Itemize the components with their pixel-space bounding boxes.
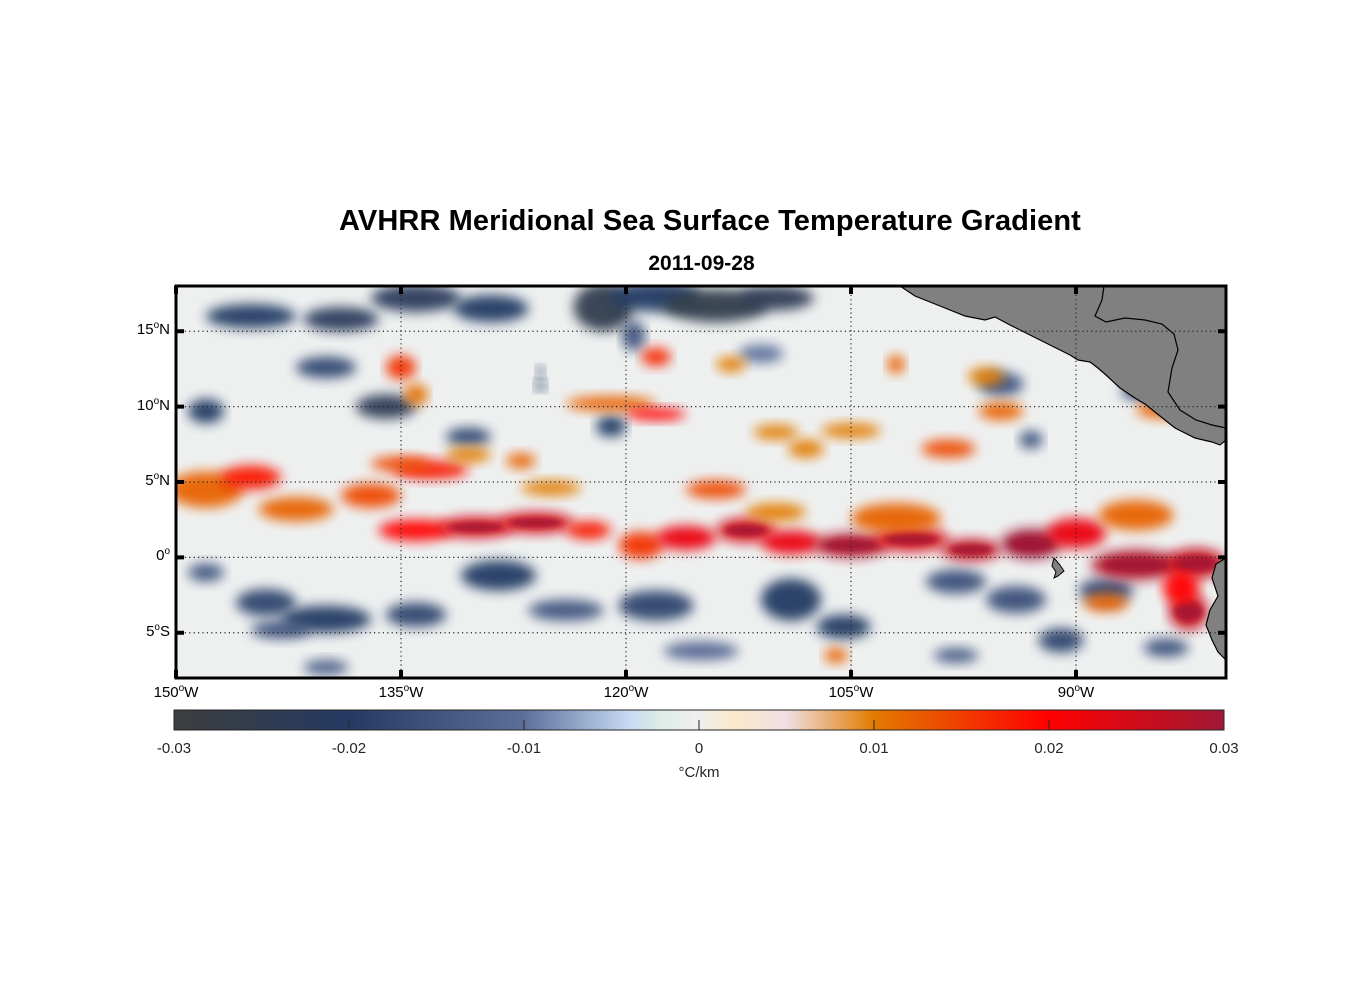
chart-subtitle: 2011-09-28 bbox=[648, 252, 755, 275]
central-america-land bbox=[898, 286, 1226, 446]
field-anomaly bbox=[716, 356, 746, 372]
lat-label: 0o bbox=[156, 546, 170, 565]
field-anomaly bbox=[461, 560, 536, 591]
field-anomaly bbox=[1098, 500, 1174, 531]
field-anomaly bbox=[566, 396, 656, 412]
field-anomaly bbox=[926, 569, 986, 594]
lon-label: 105oW bbox=[828, 683, 874, 701]
lat-label: 15oN bbox=[136, 320, 170, 339]
field-anomaly bbox=[656, 525, 716, 550]
field-anomaly bbox=[251, 620, 311, 639]
field-anomaly bbox=[206, 304, 296, 329]
field-anomaly bbox=[371, 456, 431, 472]
colorbar-unit-label: °C/km bbox=[678, 764, 720, 781]
front-core bbox=[1175, 556, 1217, 571]
colorbar-tick-label: 0.01 bbox=[859, 740, 889, 757]
field-anomaly bbox=[1163, 569, 1199, 606]
front-core bbox=[884, 533, 938, 545]
field-anomaly bbox=[453, 295, 529, 323]
field-anomaly bbox=[921, 439, 976, 458]
field-anomaly bbox=[738, 286, 814, 311]
lon-label: 120oW bbox=[603, 683, 649, 701]
plot-frame bbox=[174, 284, 1228, 680]
field-anomaly bbox=[1143, 638, 1189, 657]
front-core bbox=[449, 522, 503, 532]
field-anomaly bbox=[887, 355, 905, 374]
galapagos-island bbox=[1051, 556, 1065, 579]
field-anomaly bbox=[188, 563, 224, 582]
lon-label: 150oW bbox=[153, 683, 199, 701]
colorbar-tick-label: 0.02 bbox=[1034, 740, 1064, 757]
field-anomaly bbox=[536, 367, 545, 377]
field-anomaly bbox=[596, 415, 626, 437]
lon-label: 90oW bbox=[1057, 683, 1095, 701]
field-anomaly bbox=[521, 480, 581, 496]
field-anomaly bbox=[1083, 593, 1129, 612]
field-anomaly bbox=[618, 531, 664, 559]
gradient-field bbox=[176, 286, 1226, 675]
field-anomaly bbox=[296, 356, 356, 378]
front-core bbox=[725, 524, 767, 536]
field-anomaly bbox=[1019, 430, 1043, 449]
field-anomaly bbox=[933, 647, 979, 663]
field-anomaly bbox=[753, 424, 799, 440]
lat-label: 10oN bbox=[136, 395, 170, 414]
colorbar-ticks bbox=[348, 720, 1050, 730]
colorbar-tick-label: -0.03 bbox=[156, 740, 192, 757]
field-anomaly bbox=[188, 399, 224, 424]
front-core bbox=[1174, 603, 1203, 620]
colorbar-tick-label: 0 bbox=[694, 740, 704, 757]
front-core bbox=[824, 539, 878, 551]
field-anomaly bbox=[761, 530, 821, 555]
colorbar-tick-label: 0.03 bbox=[1209, 740, 1239, 757]
field-anomaly bbox=[1038, 628, 1084, 653]
field-anomaly bbox=[761, 578, 821, 621]
field-anomaly bbox=[978, 402, 1024, 421]
field-anomaly bbox=[686, 480, 746, 499]
field-anomaly bbox=[386, 602, 446, 627]
field-anomaly bbox=[738, 344, 784, 363]
front-core bbox=[509, 518, 563, 528]
field-anomaly bbox=[621, 320, 646, 351]
field-anomaly bbox=[534, 381, 547, 390]
field-anomaly bbox=[404, 384, 428, 406]
field-anomaly bbox=[986, 586, 1046, 614]
field-anomaly bbox=[851, 503, 941, 534]
field-anomaly bbox=[618, 590, 694, 621]
field-anomaly bbox=[821, 423, 881, 439]
field-anomaly bbox=[816, 614, 871, 639]
field-anomaly bbox=[641, 347, 671, 366]
field-anomaly bbox=[746, 503, 806, 522]
field-anomaly bbox=[371, 286, 461, 312]
field-anomaly bbox=[528, 599, 604, 621]
field-anomaly bbox=[968, 367, 1004, 386]
colorbar-tick-label: -0.02 bbox=[331, 740, 367, 757]
field-anomaly bbox=[446, 447, 491, 463]
field-anomaly bbox=[221, 465, 281, 490]
colorbar-tick-label: -0.01 bbox=[506, 740, 542, 757]
field-anomaly bbox=[566, 521, 611, 540]
field-anomaly bbox=[386, 355, 416, 380]
field-anomaly bbox=[506, 453, 536, 469]
field-anomaly bbox=[303, 659, 349, 675]
field-anomaly bbox=[788, 439, 824, 458]
field-anomaly bbox=[303, 307, 379, 332]
field-anomaly bbox=[626, 408, 686, 421]
field-anomaly bbox=[824, 647, 848, 663]
front-core bbox=[1104, 558, 1168, 572]
field-anomaly bbox=[378, 519, 454, 541]
chart-title: AVHRR Meridional Sea Surface Temperature… bbox=[339, 205, 1081, 237]
lon-label: 135oW bbox=[378, 683, 424, 701]
field-anomaly bbox=[341, 483, 401, 508]
field-anomaly bbox=[258, 497, 334, 522]
lat-label: 5oS bbox=[146, 621, 170, 640]
field-anomaly bbox=[236, 589, 296, 617]
front-core bbox=[950, 545, 992, 555]
front-core bbox=[1010, 537, 1052, 551]
field-anomaly bbox=[446, 427, 491, 446]
lat-label: 5oN bbox=[145, 471, 170, 489]
field-anomaly bbox=[663, 641, 739, 660]
